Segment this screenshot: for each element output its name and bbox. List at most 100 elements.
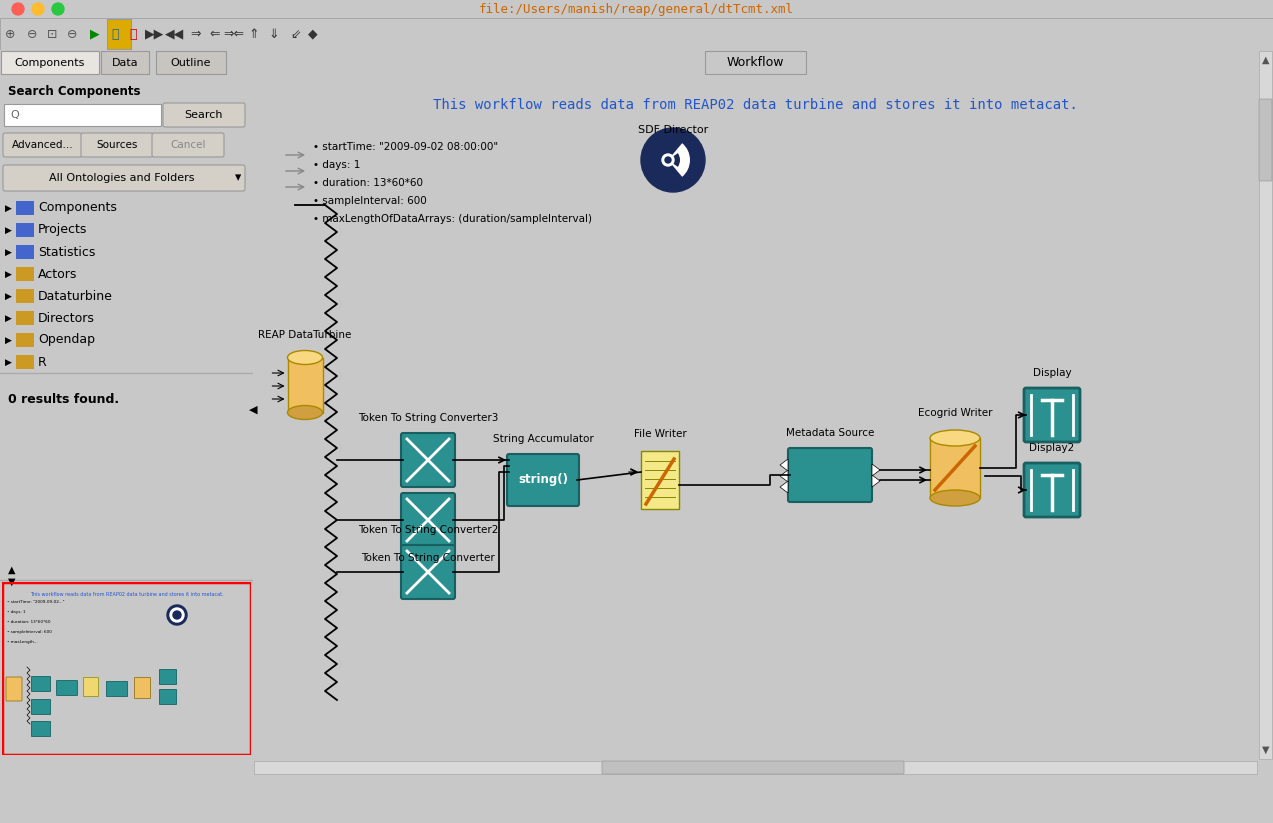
- FancyBboxPatch shape: [0, 18, 1273, 50]
- Text: 0 results found.: 0 results found.: [8, 393, 120, 406]
- Text: Components: Components: [15, 58, 85, 67]
- FancyBboxPatch shape: [507, 454, 579, 506]
- Text: Q: Q: [10, 110, 19, 120]
- Text: • sampleInterval: 600: • sampleInterval: 600: [6, 630, 52, 634]
- FancyBboxPatch shape: [32, 676, 51, 690]
- FancyBboxPatch shape: [1, 51, 99, 74]
- Text: ⏹: ⏹: [130, 27, 136, 40]
- FancyBboxPatch shape: [32, 720, 51, 736]
- Text: • startTime: "2009-09-02...": • startTime: "2009-09-02...": [6, 600, 65, 604]
- FancyBboxPatch shape: [135, 677, 150, 699]
- Text: File Writer: File Writer: [634, 429, 686, 439]
- Text: Token To String Converter3: Token To String Converter3: [358, 413, 498, 423]
- FancyBboxPatch shape: [1259, 51, 1272, 759]
- FancyBboxPatch shape: [255, 761, 1256, 774]
- Text: Token To String Converter2: Token To String Converter2: [358, 525, 498, 535]
- Text: ⊡: ⊡: [47, 27, 57, 40]
- FancyBboxPatch shape: [3, 133, 81, 157]
- FancyBboxPatch shape: [159, 668, 177, 683]
- Ellipse shape: [288, 351, 322, 365]
- Text: ▶: ▶: [5, 226, 11, 235]
- Text: ▶: ▶: [5, 291, 11, 300]
- Ellipse shape: [931, 490, 980, 506]
- FancyBboxPatch shape: [151, 133, 224, 157]
- Text: ⇑: ⇑: [248, 27, 260, 40]
- Circle shape: [665, 157, 671, 163]
- FancyBboxPatch shape: [17, 267, 34, 281]
- FancyBboxPatch shape: [107, 19, 131, 49]
- Text: file:/Users/manish/reap/general/dtTcmt.xml: file:/Users/manish/reap/general/dtTcmt.x…: [479, 2, 794, 16]
- FancyBboxPatch shape: [17, 311, 34, 325]
- Text: ▶: ▶: [5, 248, 11, 257]
- Text: R: R: [38, 356, 47, 369]
- FancyBboxPatch shape: [101, 51, 149, 74]
- Polygon shape: [872, 464, 880, 476]
- FancyBboxPatch shape: [163, 103, 244, 127]
- Text: ⏸: ⏸: [111, 27, 118, 40]
- Text: This workflow reads data from REAP02 data turbine and stores it into metacat.: This workflow reads data from REAP02 dat…: [433, 98, 1078, 112]
- Text: ⇓: ⇓: [269, 27, 279, 40]
- FancyBboxPatch shape: [17, 223, 34, 237]
- Text: ⊖: ⊖: [27, 27, 37, 40]
- Text: Search Components: Search Components: [8, 85, 140, 98]
- FancyBboxPatch shape: [1023, 388, 1080, 442]
- Text: string(): string(): [518, 473, 568, 486]
- Text: Statistics: Statistics: [38, 245, 95, 258]
- Ellipse shape: [288, 406, 322, 420]
- Text: Token To String Converter: Token To String Converter: [362, 553, 495, 563]
- Circle shape: [173, 611, 181, 619]
- Text: Metadata Source: Metadata Source: [785, 428, 875, 438]
- Text: ◆: ◆: [308, 27, 318, 40]
- Circle shape: [167, 605, 187, 625]
- FancyBboxPatch shape: [931, 438, 980, 498]
- Text: Cancel: Cancel: [171, 140, 206, 150]
- Text: Search: Search: [185, 110, 223, 120]
- FancyBboxPatch shape: [107, 681, 127, 695]
- Text: ▲: ▲: [1262, 55, 1269, 65]
- Text: Sources: Sources: [97, 140, 137, 150]
- FancyBboxPatch shape: [56, 681, 78, 695]
- Text: Dataturbine: Dataturbine: [38, 290, 113, 303]
- Text: Display: Display: [1032, 368, 1072, 378]
- Text: This workflow reads data from REAP02 data turbine and stores it into metacat.: This workflow reads data from REAP02 dat…: [29, 592, 223, 597]
- Text: ▼: ▼: [1262, 745, 1269, 755]
- Text: ⇙: ⇙: [290, 27, 300, 40]
- Ellipse shape: [931, 430, 980, 446]
- Text: • days: 1: • days: 1: [6, 610, 25, 614]
- Text: ⇐: ⇐: [210, 27, 220, 40]
- Text: String Accumulator: String Accumulator: [493, 434, 593, 444]
- Text: • sampleInterval: 600: • sampleInterval: 600: [313, 196, 426, 206]
- Circle shape: [11, 3, 24, 15]
- Text: • days: 1: • days: 1: [313, 160, 360, 170]
- Circle shape: [52, 3, 64, 15]
- FancyBboxPatch shape: [17, 201, 34, 215]
- Polygon shape: [780, 459, 788, 471]
- FancyBboxPatch shape: [288, 357, 322, 412]
- Text: Actors: Actors: [38, 267, 78, 281]
- Text: SDF Director: SDF Director: [638, 125, 708, 135]
- FancyBboxPatch shape: [17, 289, 34, 303]
- FancyBboxPatch shape: [704, 51, 807, 74]
- Text: Components: Components: [38, 202, 117, 215]
- FancyBboxPatch shape: [157, 51, 227, 74]
- Wedge shape: [668, 143, 690, 177]
- Text: ▼: ▼: [8, 577, 15, 587]
- Text: ▶: ▶: [90, 27, 99, 40]
- Text: Outline: Outline: [171, 58, 211, 67]
- Circle shape: [642, 128, 705, 192]
- Text: Ecogrid Writer: Ecogrid Writer: [918, 408, 992, 418]
- Circle shape: [662, 154, 673, 166]
- Text: Projects: Projects: [38, 224, 88, 236]
- FancyBboxPatch shape: [17, 355, 34, 369]
- Circle shape: [171, 608, 185, 622]
- Polygon shape: [780, 481, 788, 493]
- FancyBboxPatch shape: [401, 433, 454, 487]
- Wedge shape: [668, 153, 680, 167]
- Text: ⇒⇐: ⇒⇐: [224, 27, 244, 40]
- Text: ▶: ▶: [5, 336, 11, 345]
- Text: Display2: Display2: [1030, 443, 1074, 453]
- Text: All Ontologies and Folders: All Ontologies and Folders: [48, 173, 195, 183]
- Text: ⊖: ⊖: [66, 27, 78, 40]
- FancyBboxPatch shape: [1023, 463, 1080, 517]
- Text: ⇒: ⇒: [191, 27, 201, 40]
